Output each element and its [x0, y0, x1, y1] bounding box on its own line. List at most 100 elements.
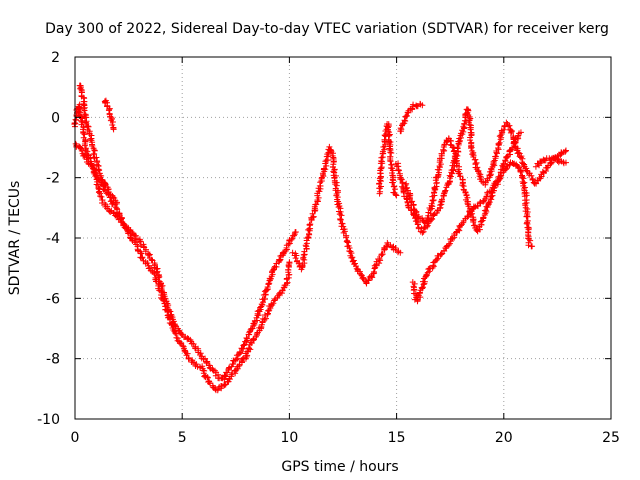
data-point [293, 252, 300, 259]
data-point [324, 151, 331, 158]
axis-ticks [74, 56, 612, 420]
data-point [497, 132, 504, 139]
data-point [81, 131, 88, 138]
data-point [201, 373, 208, 380]
data-point [381, 146, 388, 153]
data-point [523, 220, 530, 227]
data-point [351, 260, 358, 267]
data-point [509, 144, 516, 151]
data-point [467, 145, 474, 152]
data-point [387, 157, 394, 164]
data-point [414, 221, 421, 228]
y-tick-label: 0 [51, 110, 60, 126]
data-point [465, 119, 472, 126]
data-point [463, 191, 470, 198]
data-point [403, 112, 410, 119]
data-point [204, 373, 211, 380]
data-point [243, 334, 250, 341]
data-point [485, 200, 492, 207]
data-point [240, 342, 247, 349]
data-point [495, 140, 502, 147]
data-point [105, 107, 112, 114]
tick-labels: 0 5 10 15 20 25 -10 -8 -6 -4 -2 0 2 [37, 50, 620, 446]
data-point [110, 194, 117, 201]
data-point [98, 193, 105, 200]
x-tick-label: 0 [71, 430, 80, 446]
data-point [392, 191, 399, 198]
data-point [72, 140, 79, 147]
data-point [148, 256, 155, 263]
data-point [525, 242, 532, 249]
data-point [109, 118, 116, 125]
data-point [253, 330, 260, 337]
x-tick-label: 5 [178, 430, 187, 446]
data-point [95, 167, 102, 174]
y-tick-label: -8 [46, 352, 60, 368]
data-point [125, 227, 132, 234]
data-point [137, 242, 144, 249]
data-point [285, 266, 292, 273]
data-point [343, 238, 350, 245]
data-point [515, 149, 522, 156]
data-point [160, 297, 167, 304]
x-tick-label: 15 [388, 430, 406, 446]
data-point [410, 211, 417, 218]
data-point [517, 168, 524, 175]
data-point [285, 240, 292, 247]
data-point [110, 126, 117, 133]
data-point [440, 146, 447, 153]
data-point [326, 143, 333, 150]
data-point [335, 208, 342, 215]
data-point [305, 234, 312, 241]
data-point [158, 288, 165, 295]
x-axis-label: GPS time / hours [281, 459, 398, 475]
data-point [265, 280, 272, 287]
data-point [338, 212, 345, 219]
data-point [233, 366, 240, 373]
data-point [496, 139, 503, 146]
data-point [442, 187, 449, 194]
data-point [85, 123, 92, 130]
data-point [437, 202, 444, 209]
data-point [286, 259, 293, 266]
data-point [486, 199, 493, 206]
data-point [506, 122, 513, 129]
data-point [337, 217, 344, 224]
data-point [490, 187, 497, 194]
data-point [185, 355, 192, 362]
data-point [181, 348, 188, 355]
data-point [318, 174, 325, 181]
x-tick-label: 10 [280, 430, 298, 446]
data-point [430, 211, 437, 218]
data-point [449, 166, 456, 173]
data-point [429, 264, 436, 271]
data-point [292, 228, 299, 235]
data-point [151, 269, 158, 276]
data-point [428, 200, 435, 207]
data-point [419, 284, 426, 291]
x-tick-label: 25 [602, 430, 620, 446]
data-point [393, 163, 400, 170]
data-point [225, 378, 232, 385]
data-point [95, 185, 102, 192]
data-point [259, 302, 266, 309]
data-point [109, 121, 116, 128]
data-point [118, 215, 125, 222]
data-point [421, 278, 428, 285]
data-point [471, 204, 478, 211]
data-point [277, 253, 284, 260]
data-point [288, 236, 295, 243]
data-point [399, 179, 406, 186]
data-point [270, 266, 277, 273]
data-point [520, 175, 527, 182]
data-point [398, 176, 405, 183]
data-point [478, 178, 485, 185]
data-point [471, 156, 478, 163]
data-point [340, 229, 347, 236]
data-point [244, 335, 251, 342]
data-point [377, 257, 384, 264]
data-point [87, 136, 94, 143]
data-point [279, 287, 286, 294]
data-point [108, 116, 115, 123]
